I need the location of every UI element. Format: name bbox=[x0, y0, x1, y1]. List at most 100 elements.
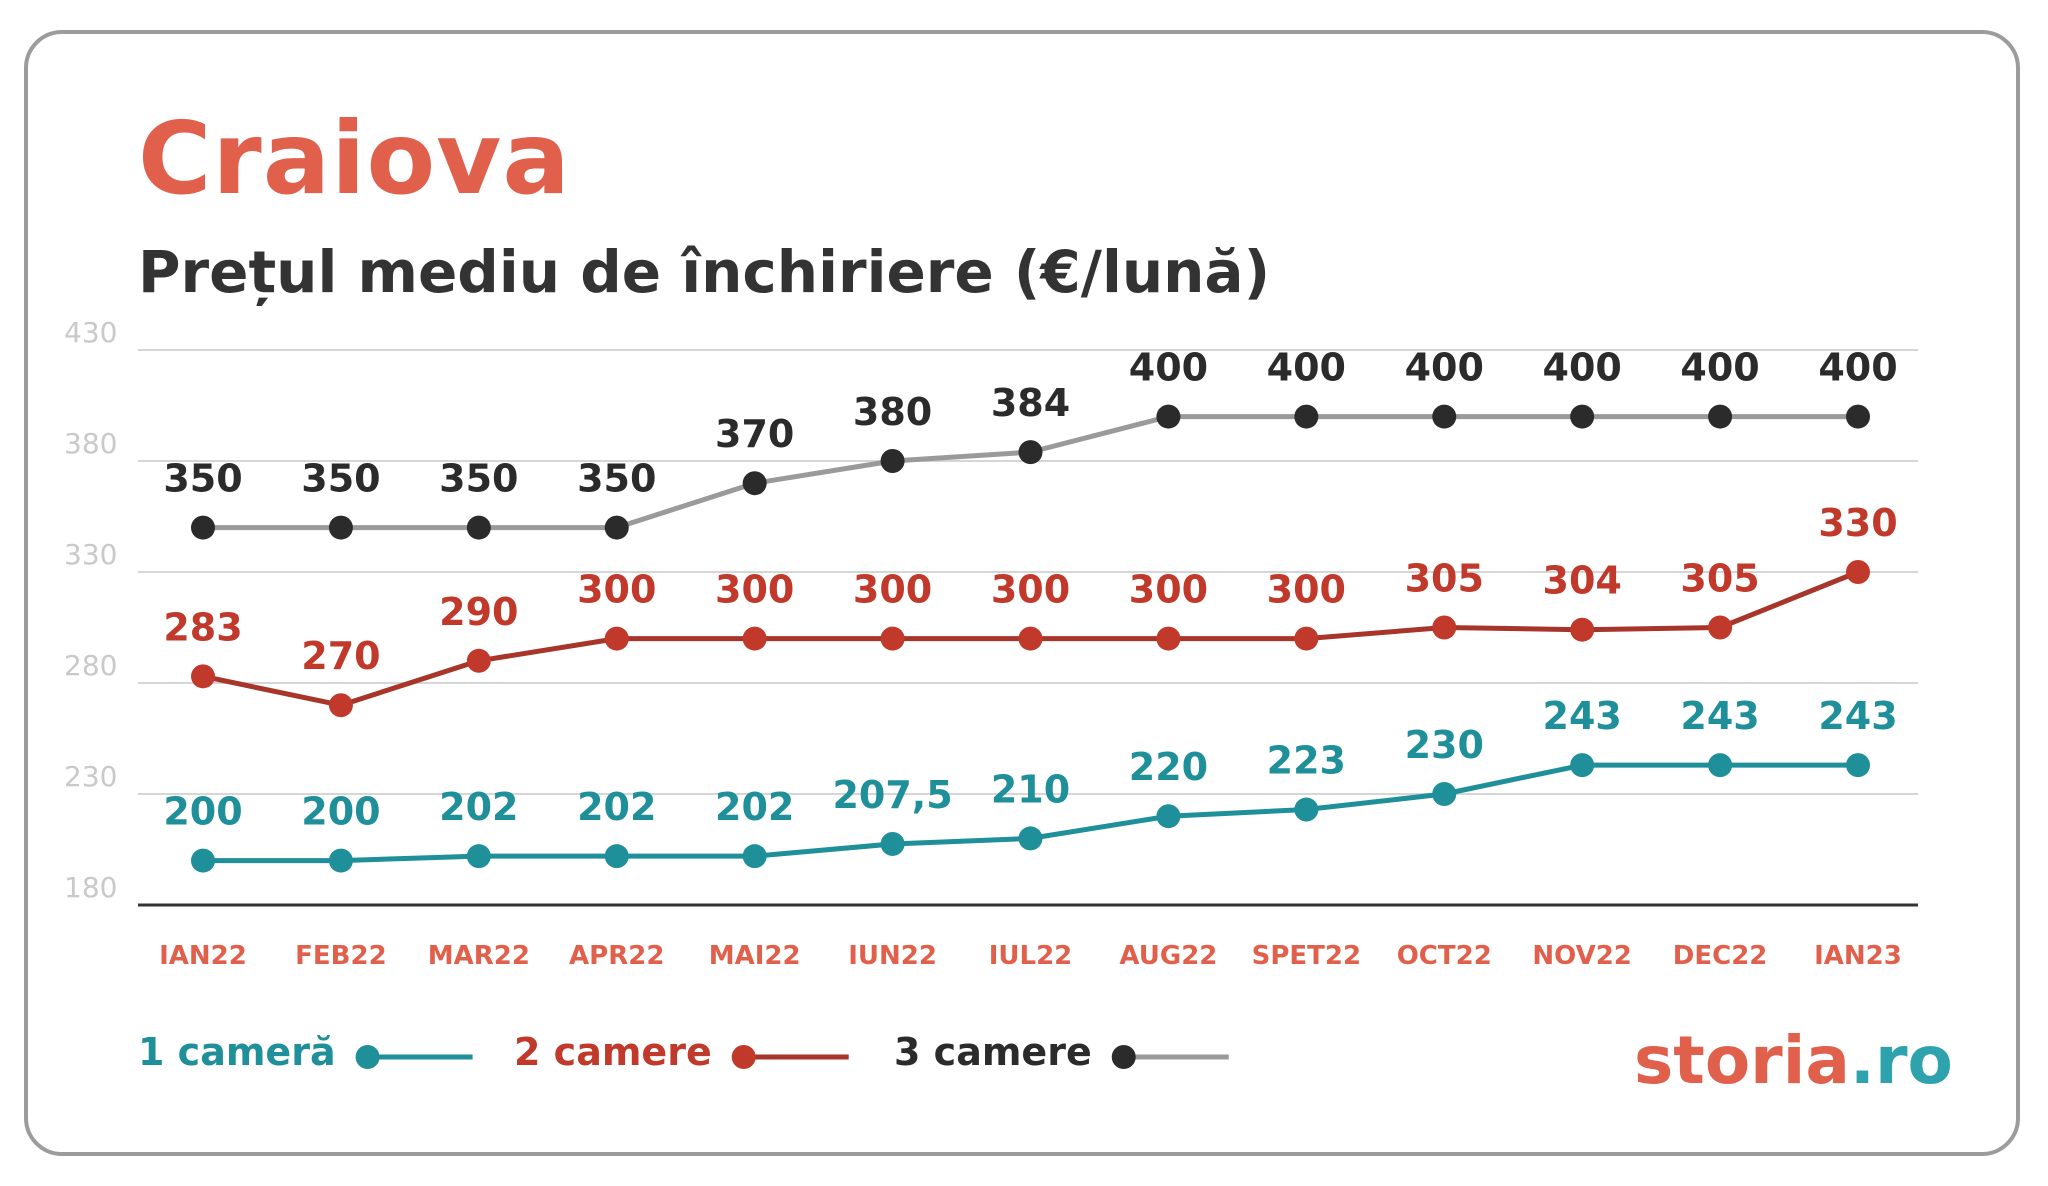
data-label: 300 bbox=[715, 568, 794, 612]
legend-markers bbox=[355, 1045, 1229, 1069]
data-label: 330 bbox=[1818, 501, 1897, 545]
storia-logo: storia.ro bbox=[1634, 1022, 1953, 1099]
y-tick-label: 180 bbox=[64, 871, 117, 904]
data-label: 350 bbox=[301, 457, 380, 501]
y-tick-label: 280 bbox=[64, 649, 117, 682]
x-tick-label: OCT22 bbox=[1397, 941, 1492, 971]
data-label: 305 bbox=[1680, 557, 1759, 601]
legend-entry-2-camere: 2 camere bbox=[514, 1030, 712, 1074]
data-label: 220 bbox=[1129, 745, 1208, 789]
data-point bbox=[1432, 615, 1457, 640]
x-tick-label: DEC22 bbox=[1673, 941, 1768, 971]
y-tick-label: 330 bbox=[64, 538, 117, 571]
x-axis-ticks: IAN22 FEB22 MAR22 APR22 MAI22 IUN22 IUL22 AUG22… bbox=[159, 941, 1902, 971]
logo-text-storia: storia bbox=[1634, 1022, 1850, 1099]
data-label: 300 bbox=[577, 568, 656, 612]
data-point bbox=[466, 515, 491, 540]
data-point bbox=[742, 844, 767, 869]
data-point bbox=[1570, 753, 1595, 778]
data-label: 300 bbox=[991, 568, 1070, 612]
data-point bbox=[742, 471, 767, 496]
data-point bbox=[880, 626, 905, 651]
data-point bbox=[604, 515, 629, 540]
data-point bbox=[1156, 404, 1181, 429]
data-point bbox=[1708, 615, 1733, 640]
data-point bbox=[1294, 626, 1319, 651]
series-2: 283 270 290 300 300 300 300 300 300 305 304 305 330 bbox=[163, 501, 1898, 718]
x-tick-label: MAI22 bbox=[709, 941, 801, 971]
data-point bbox=[1708, 404, 1733, 429]
data-point bbox=[604, 844, 629, 869]
data-label: 384 bbox=[991, 381, 1070, 425]
x-tick-label: IAN22 bbox=[159, 941, 247, 971]
data-label: 230 bbox=[1405, 723, 1484, 767]
data-point bbox=[1018, 826, 1043, 851]
chart-subtitle: Prețul mediu de închiriere (€/lună) bbox=[138, 238, 1271, 306]
data-label: 400 bbox=[1129, 346, 1208, 390]
data-point bbox=[1432, 782, 1457, 806]
data-label: 283 bbox=[163, 605, 242, 649]
data-point bbox=[328, 693, 353, 718]
data-point bbox=[328, 848, 353, 873]
data-point bbox=[1708, 753, 1733, 778]
x-tick-label: IUN22 bbox=[848, 941, 937, 971]
data-point bbox=[1018, 440, 1043, 465]
data-label: 207,5 bbox=[832, 773, 952, 817]
data-point bbox=[880, 831, 905, 856]
data-label: 400 bbox=[1267, 346, 1346, 390]
data-point bbox=[1846, 753, 1870, 778]
data-point bbox=[1570, 617, 1595, 642]
x-tick-label: MAR22 bbox=[428, 941, 530, 971]
x-tick-label: AUG22 bbox=[1119, 941, 1217, 971]
data-label: 290 bbox=[439, 590, 518, 634]
chart-card bbox=[24, 30, 2020, 1156]
data-label: 400 bbox=[1405, 346, 1484, 390]
data-point bbox=[1018, 626, 1043, 651]
data-label: 200 bbox=[163, 790, 242, 834]
data-label: 300 bbox=[1267, 568, 1346, 612]
data-label: 243 bbox=[1680, 694, 1759, 738]
data-label: 350 bbox=[439, 457, 518, 501]
series-1: 200 200 202 202 202 207,5 210 220 223 230 243 243 24… bbox=[163, 694, 1898, 873]
data-label: 400 bbox=[1543, 346, 1622, 390]
y-axis-ticks: 180 230 280 330 380 430 bbox=[64, 316, 117, 904]
data-point bbox=[742, 626, 767, 651]
data-point bbox=[880, 449, 905, 473]
data-label: 223 bbox=[1267, 739, 1346, 783]
data-label: 380 bbox=[853, 390, 932, 434]
data-label: 305 bbox=[1405, 557, 1484, 601]
y-tick-label: 230 bbox=[64, 760, 117, 793]
data-point bbox=[466, 844, 491, 869]
data-label: 243 bbox=[1543, 694, 1622, 738]
y-tick-label: 430 bbox=[64, 316, 117, 349]
data-label: 202 bbox=[715, 785, 794, 829]
x-tick-label: NOV22 bbox=[1532, 941, 1631, 971]
y-tick-label: 380 bbox=[64, 427, 117, 460]
logo-text-ro: .ro bbox=[1849, 1022, 1953, 1099]
data-label: 200 bbox=[301, 790, 380, 834]
legend-entry-1-camera: 1 cameră bbox=[138, 1030, 336, 1074]
data-label: 243 bbox=[1818, 694, 1897, 738]
x-tick-label: IAN23 bbox=[1814, 941, 1902, 971]
data-point bbox=[1156, 804, 1181, 829]
x-tick-label: SPET22 bbox=[1252, 941, 1361, 971]
data-point bbox=[1432, 404, 1457, 429]
x-tick-label: APR22 bbox=[569, 941, 664, 971]
data-point bbox=[191, 515, 215, 540]
data-label: 304 bbox=[1543, 559, 1622, 603]
data-label: 300 bbox=[1129, 568, 1208, 612]
data-label: 300 bbox=[853, 568, 932, 612]
data-label: 202 bbox=[577, 785, 656, 829]
data-point bbox=[604, 626, 629, 651]
data-label: 370 bbox=[715, 412, 794, 456]
series-lines: 200 200 202 202 202 207,5 210 220 223 230 243 243 24… bbox=[163, 346, 1898, 873]
data-label: 270 bbox=[301, 634, 380, 678]
series-3: 350 350 350 350 370 380 384 400 400 400 400 400 400 bbox=[163, 346, 1898, 540]
data-label: 202 bbox=[439, 785, 518, 829]
data-point bbox=[1156, 626, 1181, 651]
legend-marker bbox=[355, 1045, 380, 1069]
chart-title: Craiova bbox=[138, 100, 571, 217]
data-point bbox=[1846, 560, 1870, 584]
x-tick-label: FEB22 bbox=[295, 941, 387, 971]
